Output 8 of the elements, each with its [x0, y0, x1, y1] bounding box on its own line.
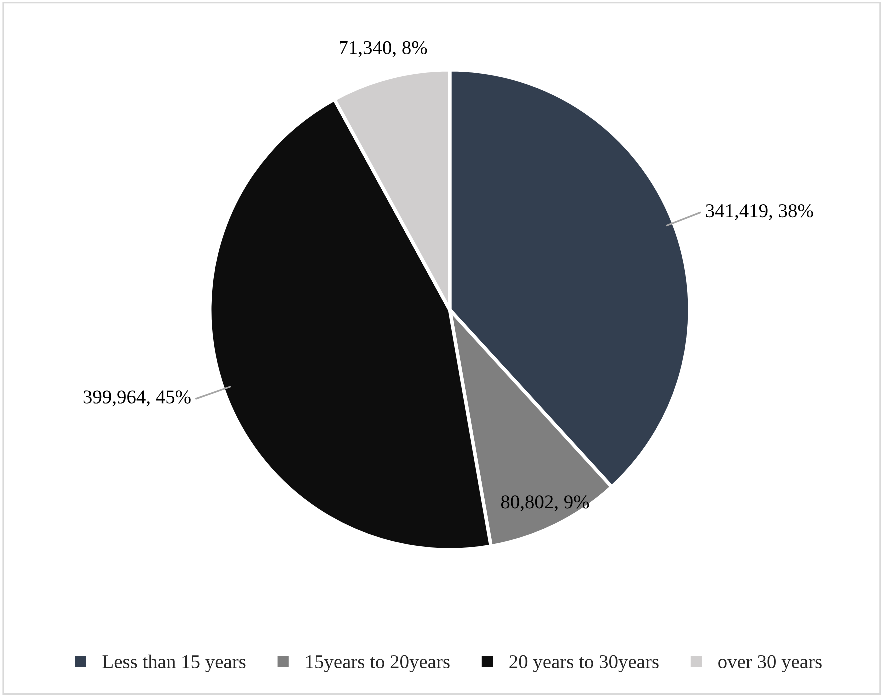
data-label: 71,340, 8% [340, 41, 428, 58]
data-label: 341,419, 38% [706, 204, 814, 220]
legend-label: 15years to 20years [306, 655, 450, 673]
legend-label: over 30 years [718, 655, 822, 673]
legend-label: 20 years to 30years [510, 655, 659, 673]
data-label: 399,964, 45% [84, 390, 191, 407]
legend-label: Less than 15 years [102, 654, 246, 673]
data-label: 80,802, 9% [501, 496, 590, 512]
